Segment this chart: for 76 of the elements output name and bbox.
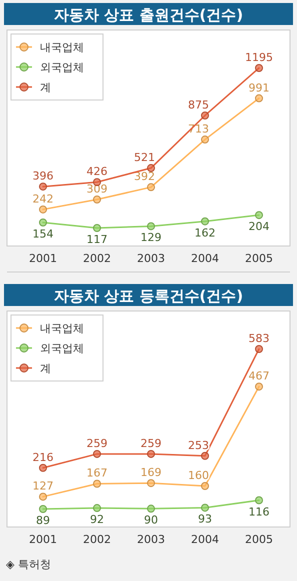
point	[147, 450, 155, 458]
point	[201, 452, 209, 460]
data-label: 129	[140, 231, 162, 244]
data-label: 392	[134, 170, 155, 184]
x-tick-label: 2005	[245, 252, 273, 265]
data-label: 309	[86, 182, 108, 196]
point	[201, 504, 209, 512]
point	[201, 111, 209, 120]
point	[147, 183, 155, 192]
data-label: 116	[248, 505, 270, 518]
point	[39, 505, 47, 513]
data-label: 396	[32, 170, 54, 183]
data-label: 90	[144, 514, 158, 527]
point	[255, 211, 263, 220]
data-label: 160	[188, 469, 209, 482]
data-label: 253	[188, 438, 209, 452]
data-label: 259	[86, 436, 108, 450]
point	[201, 136, 209, 144]
x-tick-label: 2001	[29, 252, 57, 265]
x-tick-label: 2004	[191, 252, 219, 265]
point	[39, 182, 47, 191]
data-label: 259	[140, 436, 162, 450]
point	[147, 479, 155, 488]
point	[39, 218, 47, 227]
legend-label: 내국업체	[40, 322, 84, 335]
point	[255, 64, 263, 72]
data-label: 991	[248, 81, 270, 94]
point	[93, 480, 101, 488]
point	[147, 504, 155, 513]
data-label: 93	[198, 512, 212, 526]
point	[39, 205, 47, 214]
x-tick-label: 2005	[245, 533, 273, 546]
x-tick-label: 2003	[137, 252, 165, 265]
legend-label: 외국업체	[40, 61, 84, 74]
point	[255, 496, 263, 504]
data-label: 426	[86, 165, 108, 178]
point	[255, 345, 263, 353]
point	[93, 450, 101, 458]
point	[39, 492, 47, 501]
point	[93, 224, 101, 232]
point	[39, 464, 47, 472]
data-label: 127	[32, 480, 54, 493]
text: ◈ 특허청	[6, 558, 51, 571]
data-label: 583	[248, 332, 270, 345]
data-label: 89	[36, 514, 50, 527]
point	[201, 217, 209, 226]
data-label: 154	[32, 228, 54, 241]
data-label: 216	[32, 450, 54, 464]
point	[147, 222, 155, 230]
data-label: 92	[90, 513, 104, 526]
data-label: 521	[134, 151, 155, 164]
legend-label: 계	[40, 81, 51, 94]
x-tick-label: 2002	[83, 252, 111, 265]
point	[93, 196, 101, 204]
point	[255, 94, 263, 102]
point	[201, 482, 209, 490]
x-tick-label: 2002	[83, 533, 111, 546]
chart-title: 자동차 상표 출원건수(건수)	[54, 6, 244, 24]
legend-label: 내국업체	[40, 41, 84, 54]
x-tick-label: 2003	[137, 533, 165, 546]
point	[93, 504, 101, 512]
data-label: 162	[194, 226, 216, 240]
x-tick-label: 2004	[191, 533, 219, 546]
data-label: 204	[248, 220, 270, 234]
data-label: 1195	[245, 51, 273, 64]
data-label: 467	[248, 370, 270, 383]
data-label: 167	[86, 466, 108, 480]
data-label: 242	[32, 192, 54, 206]
point	[255, 382, 263, 391]
legend-label: 계	[40, 362, 51, 375]
chart-title: 자동차 상표 등록건수(건수)	[54, 287, 244, 305]
data-label: 875	[188, 98, 209, 112]
data-label: 169	[140, 466, 162, 480]
x-tick-label: 2001	[29, 533, 57, 546]
data-label: 117	[86, 233, 108, 246]
legend-label: 외국업체	[40, 342, 84, 355]
